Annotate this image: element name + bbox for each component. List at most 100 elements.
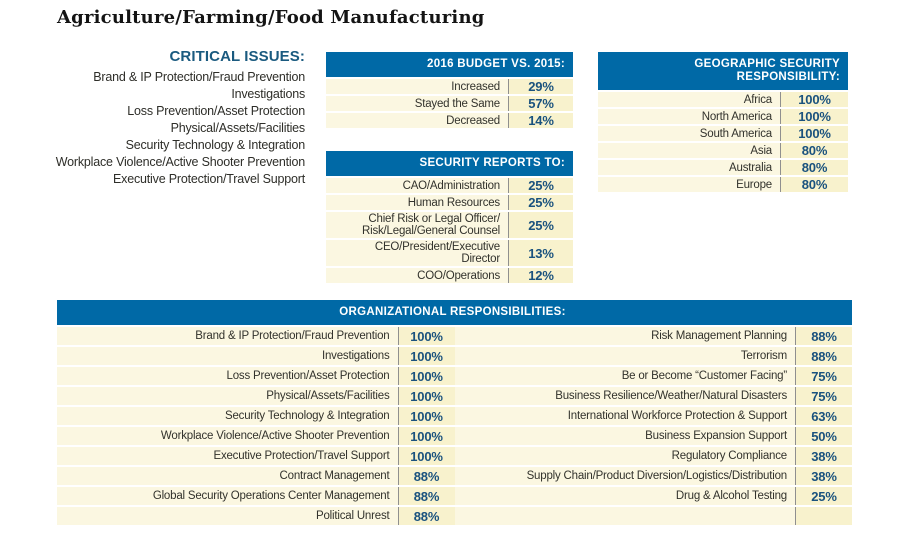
critical-issue-item: Security Technology & Integration [125, 138, 306, 152]
row-value-left: 100% [397, 387, 455, 405]
row-value: 29% [508, 79, 573, 94]
row-value-left: 100% [397, 407, 455, 425]
critical-issue-item: Workplace Violence/Active Shooter Preven… [55, 155, 305, 169]
organizational-table-body: Brand & IP Protection/Fraud Prevention 10… [57, 327, 852, 525]
row-label-right: Business Expansion Support [454, 427, 795, 445]
row-label-left: Global Security Operations Center Manage… [57, 487, 398, 505]
row-value: 25% [508, 212, 573, 238]
row-value: 57% [508, 96, 573, 111]
row-value-left: 88% [397, 467, 455, 485]
critical-issue-item: Loss Prevention/Asset Protection [127, 104, 305, 118]
row-label-left: Brand & IP Protection/Fraud Prevention [57, 327, 398, 345]
row-value-right: 38% [795, 447, 852, 465]
geographic-table-header: GEOGRAPHIC SECURITY RESPONSIBILITY: [598, 52, 848, 90]
row-value: 80% [780, 160, 848, 175]
row-label-left: Physical/Assets/Facilities [57, 387, 398, 405]
row-value: 100% [780, 109, 848, 124]
row-value-left: 100% [397, 347, 455, 365]
critical-issue-item: Brand & IP Protection/Fraud Prevention [93, 70, 305, 84]
row-label-right: International Workforce Protection & Sup… [454, 407, 795, 425]
page-title: Agriculture/Farming/Food Manufacturing [57, 7, 485, 28]
critical-issues-heading: CRITICAL ISSUES: [169, 48, 305, 65]
row-label: CEO/President/Executive Director [326, 240, 508, 266]
table-row: CEO/President/Executive Director 13% [326, 240, 573, 266]
geographic-table: GEOGRAPHIC SECURITY RESPONSIBILITY: Afri… [598, 52, 848, 192]
table-row: North America 100% [598, 109, 848, 124]
row-label-left: Executive Protection/Travel Support [57, 447, 398, 465]
row-label-right: Be or Become “Customer Facing” [454, 367, 795, 385]
table-row: Human Resources 25% [326, 195, 573, 210]
row-value-right: 88% [795, 347, 852, 365]
table-row: Investigations 100% Terrorism 88% [57, 347, 852, 365]
row-label: Increased [326, 79, 508, 94]
row-value: 13% [508, 240, 573, 266]
critical-issues-section: CRITICAL ISSUES: Brand & IP Protection/F… [18, 48, 305, 188]
row-label-right: Regulatory Compliance [454, 447, 795, 465]
row-label-left: Loss Prevention/Asset Protection [57, 367, 398, 385]
row-value-left: 100% [397, 447, 455, 465]
row-label: Asia [598, 143, 780, 158]
row-value-right: 63% [795, 407, 852, 425]
table-row: Workplace Violence/Active Shooter Preven… [57, 427, 852, 445]
row-label: North America [598, 109, 780, 124]
row-value-left: 100% [397, 327, 455, 345]
row-value-right [795, 507, 852, 525]
table-row: Global Security Operations Center Manage… [57, 487, 852, 505]
row-value-left: 88% [397, 487, 455, 505]
budget-table: 2016 BUDGET VS. 2015: Increased 29% Stayed… [326, 52, 573, 128]
row-label: Stayed the Same [326, 96, 508, 111]
row-label: South America [598, 126, 780, 141]
row-value: 25% [508, 195, 573, 210]
table-row: South America 100% [598, 126, 848, 141]
row-value: 12% [508, 268, 573, 283]
critical-issue-item: Physical/Assets/Facilities [170, 121, 306, 135]
budget-table-body: Increased 29% Stayed the Same 57% Decreased 1… [326, 79, 573, 128]
row-label-right: Risk Management Planning [454, 327, 795, 345]
table-row: Contract Management 88% Supply Chain/Produ… [57, 467, 852, 485]
table-row: Loss Prevention/Asset Protection 100% Be o… [57, 367, 852, 385]
security-reports-table-header: SECURITY REPORTS TO: [326, 151, 573, 176]
row-value-right: 88% [795, 327, 852, 345]
row-value-right: 50% [795, 427, 852, 445]
geographic-table-body: Africa 100% North America 100% South America… [598, 92, 848, 192]
row-value-left: 88% [397, 507, 455, 525]
row-value: 14% [508, 113, 573, 128]
row-value-right: 38% [795, 467, 852, 485]
row-value: 100% [780, 126, 848, 141]
critical-issue-item: Investigations [231, 87, 305, 101]
table-row: Europe 80% [598, 177, 848, 192]
table-row: Brand & IP Protection/Fraud Prevention 10… [57, 327, 852, 345]
row-label-right [454, 507, 795, 525]
row-label-right: Supply Chain/Product Diversion/Logistics… [454, 467, 795, 485]
critical-issues-list: Brand & IP Protection/Fraud Prevention In… [18, 69, 305, 188]
row-label-left: Contract Management [57, 467, 398, 485]
row-value-right: 75% [795, 367, 852, 385]
row-label-left: Workplace Violence/Active Shooter Preven… [57, 427, 398, 445]
security-reports-table: SECURITY REPORTS TO: CAO/Administration 2… [326, 151, 573, 283]
row-value: 25% [508, 178, 573, 193]
row-label: COO/Operations [326, 268, 508, 283]
row-label-left: Investigations [57, 347, 398, 365]
row-value-left: 100% [397, 367, 455, 385]
row-value: 80% [780, 143, 848, 158]
row-value-right: 25% [795, 487, 852, 505]
table-row: CAO/Administration 25% [326, 178, 573, 193]
row-label: Human Resources [326, 195, 508, 210]
table-row: Political Unrest 88% [57, 507, 852, 525]
row-label: Decreased [326, 113, 508, 128]
row-value-right: 75% [795, 387, 852, 405]
row-label-right: Terrorism [454, 347, 795, 365]
security-reports-table-body: CAO/Administration 25% Human Resources 25% C… [326, 178, 573, 283]
table-row: Asia 80% [598, 143, 848, 158]
organizational-table: ORGANIZATIONAL RESPONSIBILITIES: Brand &… [57, 300, 852, 525]
row-label-right: Drug & Alcohol Testing [454, 487, 795, 505]
row-label-right: Business Resilience/Weather/Natural Disa… [454, 387, 795, 405]
table-row: Australia 80% [598, 160, 848, 175]
table-row: Increased 29% [326, 79, 573, 94]
table-row: Africa 100% [598, 92, 848, 107]
row-label: Australia [598, 160, 780, 175]
organizational-table-header: ORGANIZATIONAL RESPONSIBILITIES: [57, 300, 852, 325]
table-row: Executive Protection/Travel Support 100% R… [57, 447, 852, 465]
row-value: 100% [780, 92, 848, 107]
